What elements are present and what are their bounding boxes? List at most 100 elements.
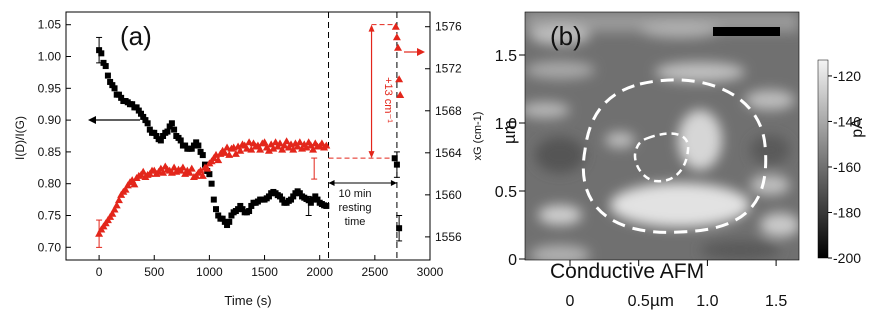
point-black-58 [224, 222, 231, 229]
point-red-29 [159, 168, 168, 176]
point-red-46 [196, 166, 205, 174]
point-black-106 [396, 225, 403, 232]
point-red-6 [108, 209, 117, 217]
point-black-65 [239, 206, 246, 213]
y-left-tick-label-2: 0.80 [38, 177, 62, 191]
y-right-tick-label-3: 1568 [435, 104, 462, 118]
x-tick-label-b-1: 0.5 [628, 293, 650, 310]
point-red-59 [225, 150, 234, 158]
point-black-104 [391, 155, 398, 162]
y-right-tick-label-2: 1564 [435, 146, 462, 160]
x-tick-label-b-3: 1.5 [765, 293, 787, 310]
point-black-6 [109, 82, 116, 89]
axes-b: 0 0.5 1.0 1.5 0 0.5 1.0 1.5 [495, 48, 788, 310]
point-black-52 [210, 196, 217, 203]
point-black-15 [129, 101, 136, 108]
point-black-53 [213, 206, 220, 213]
point-red-41 [185, 168, 194, 176]
point-black-44 [193, 139, 200, 146]
series-marks-a [95, 22, 405, 248]
point-black-43 [190, 142, 197, 149]
point-red-9 [114, 196, 123, 204]
map-frame [524, 11, 800, 261]
point-black-7 [111, 85, 118, 92]
afm-overlay-text: Conductive AFM [550, 260, 704, 283]
point-red-73 [256, 145, 265, 153]
annotations-a: 10 min resting time +13 cm⁻¹ [88, 12, 425, 260]
y-right-tick-label-5: 1576 [435, 20, 462, 34]
point-black-91 [296, 190, 303, 197]
point-red-84 [280, 141, 289, 149]
point-red-47 [198, 171, 207, 179]
point-black-59 [226, 218, 233, 225]
point-black-9 [115, 91, 122, 98]
point-black-39 [182, 142, 189, 149]
point-red-8 [112, 201, 121, 209]
point-red-107 [395, 75, 404, 83]
point-black-32 [166, 123, 173, 130]
point-black-17 [133, 104, 140, 111]
point-red-97 [309, 145, 318, 153]
point-black-3 [102, 63, 109, 70]
point-black-1 [98, 50, 105, 57]
point-black-98 [312, 193, 319, 200]
point-black-64 [237, 202, 244, 209]
y-axis-label-b: µm [500, 120, 519, 144]
point-black-26 [153, 133, 160, 139]
y-tick-label-b-3: 1.5 [495, 48, 517, 65]
y-left-tick-label-5: 0.95 [38, 81, 62, 95]
inner-contour [633, 132, 690, 183]
point-red-68 [245, 138, 254, 146]
y-left-tick-label-6: 1.00 [38, 50, 62, 64]
y-tick-label-b-2: 1.0 [495, 116, 517, 133]
y-right-tick-label-0: 1556 [435, 230, 462, 244]
shift-arrowhead-bottom [368, 151, 375, 159]
point-black-51 [208, 180, 215, 187]
point-red-58 [223, 143, 232, 151]
point-red-12 [121, 185, 130, 193]
right-axis-arrowhead [417, 48, 425, 56]
y-left-tick-label-1: 0.75 [38, 208, 62, 222]
colorbar [817, 59, 829, 259]
point-black-99 [314, 196, 321, 203]
point-black-47 [199, 152, 206, 159]
y-tick-label-b-0: 0 [508, 252, 517, 269]
point-black-60 [228, 212, 235, 219]
point-black-105 [393, 161, 400, 168]
resting-label-line3: time [345, 216, 366, 228]
resting-label-line1: 10 min [338, 188, 371, 200]
y-left-tick-label-7: 1.05 [38, 18, 62, 32]
point-red-103 [322, 141, 331, 149]
point-red-0 [95, 229, 104, 237]
point-red-7 [110, 205, 119, 213]
y-right-tick-label-1: 1560 [435, 188, 462, 202]
point-black-31 [164, 128, 171, 135]
point-black-82 [276, 193, 283, 200]
chart-panel-b: (b) Conductive AFM 0 0.5 1.0 1.500.51.01.5 … [495, 11, 866, 310]
point-red-38 [178, 163, 187, 171]
point-black-69 [248, 202, 255, 209]
point-red-106 [394, 43, 403, 51]
point-black-22 [144, 120, 151, 127]
point-black-2 [100, 59, 107, 66]
resting-arrowhead-right [390, 180, 397, 186]
x-tick-label-b-2: 1.0 [696, 293, 718, 310]
left-axis-arrowhead [88, 116, 96, 124]
y-left-tick-label-0: 0.70 [38, 240, 62, 254]
point-red-105 [392, 33, 401, 41]
x-tick-label-a-6: 3000 [417, 265, 444, 279]
point-black-18 [135, 107, 142, 114]
point-black-57 [221, 218, 228, 225]
colorbar-tick-label-1: -140 [833, 113, 861, 129]
point-red-77 [264, 146, 273, 154]
point-red-83 [278, 145, 287, 153]
point-black-83 [279, 196, 286, 203]
point-red-62 [231, 149, 240, 157]
panel-label-b: (b) [550, 21, 582, 51]
scale-bar [713, 27, 780, 36]
colorbar-tick-label-0: -120 [833, 68, 861, 84]
point-red-75 [260, 138, 269, 146]
colorbar-tick-label-2: -160 [833, 159, 861, 175]
point-black-87 [288, 196, 295, 203]
